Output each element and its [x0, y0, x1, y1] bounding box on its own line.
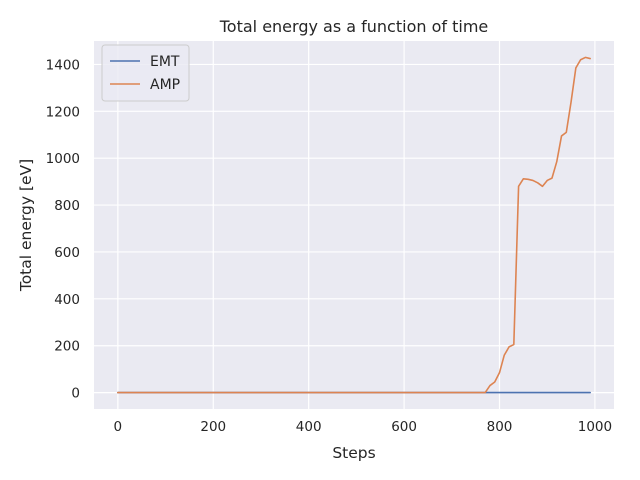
x-tick-label: 800: [487, 419, 513, 435]
tick-labels: 0 200 400 600 800 1000 0 200 400 600 800 1000 1200 14…: [46, 57, 612, 435]
chart-title: Total energy as a function of time: [219, 17, 489, 36]
x-tick-label: 400: [296, 419, 322, 435]
plot-area: [94, 41, 614, 409]
y-tick-label: 1000: [46, 151, 80, 167]
x-tick-label: 200: [200, 419, 226, 435]
y-tick-label: 400: [54, 292, 80, 308]
series-line-amp: [117, 56, 591, 394]
legend-label-emt: EMT: [150, 54, 180, 70]
grid-lines: [94, 41, 614, 409]
y-tick-label: 1200: [46, 104, 80, 120]
y-tick-label: 1400: [46, 57, 80, 73]
y-tick-label: 0: [71, 386, 80, 402]
legend-items: EMT AMP: [110, 54, 180, 93]
x-tick-label: 0: [114, 419, 123, 435]
y-tick-label: 800: [54, 198, 80, 214]
x-tick-label: 1000: [578, 419, 612, 435]
y-tick-label: 200: [54, 339, 80, 355]
x-tick-label: 600: [391, 419, 417, 435]
y-axis-label: Total energy [eV]: [17, 159, 35, 292]
legend-box: [101, 44, 190, 102]
y-tick-label: 600: [54, 245, 80, 261]
series-layer: [117, 56, 591, 394]
legend-label-amp: AMP: [150, 77, 180, 93]
x-axis-label: Steps: [332, 444, 375, 462]
legend: EMT AMP: [101, 44, 190, 102]
